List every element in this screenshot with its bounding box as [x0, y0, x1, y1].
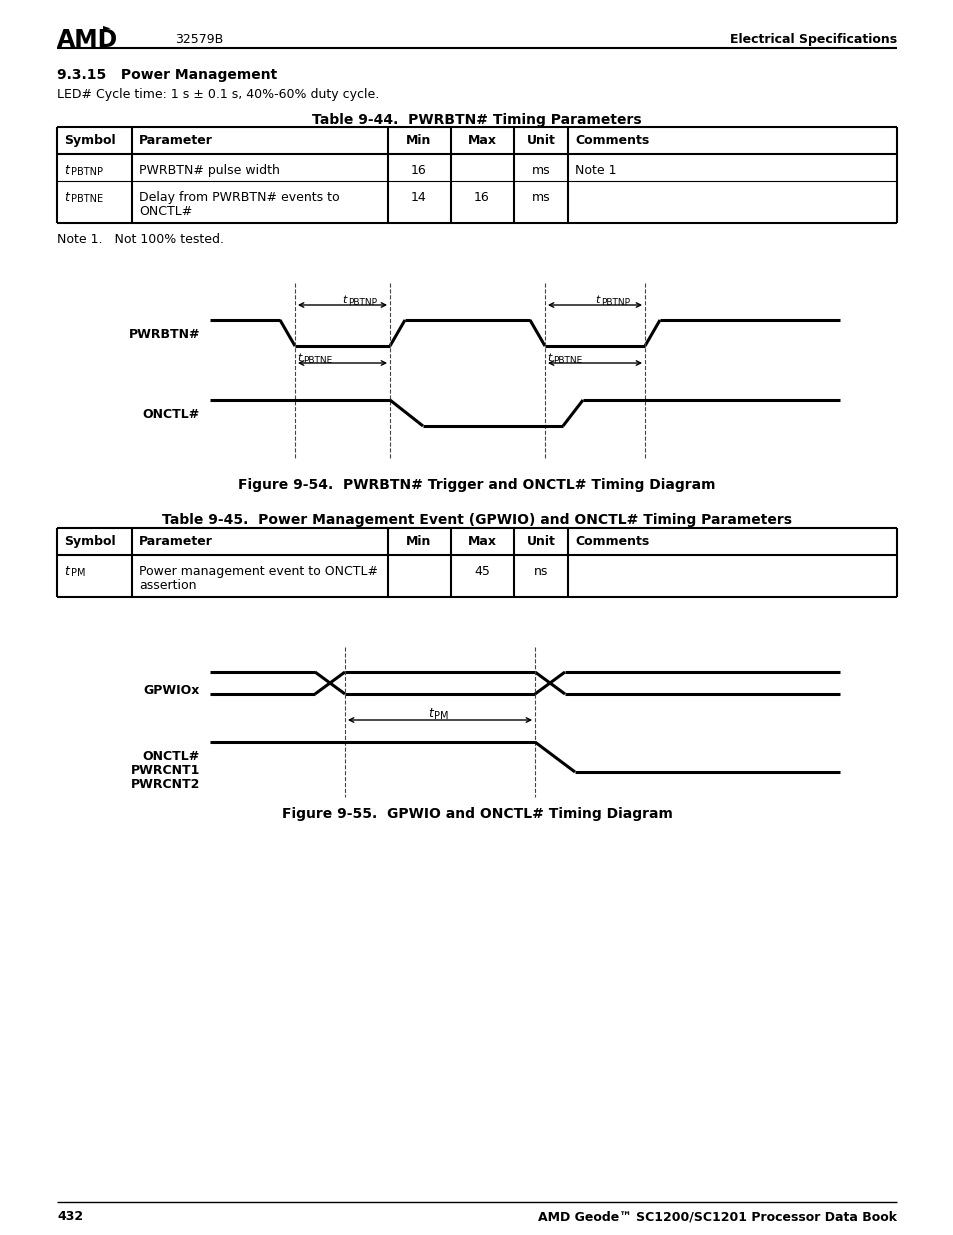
- Text: t: t: [64, 191, 69, 204]
- Text: 16: 16: [474, 191, 489, 204]
- Text: t: t: [64, 164, 69, 177]
- Text: t: t: [546, 353, 551, 363]
- Text: t: t: [428, 706, 433, 720]
- Text: Min: Min: [406, 535, 432, 548]
- Text: t: t: [341, 295, 346, 305]
- Text: LED# Cycle time: 1 s ± 0.1 s, 40%-60% duty cycle.: LED# Cycle time: 1 s ± 0.1 s, 40%-60% du…: [57, 88, 379, 101]
- Text: t: t: [296, 353, 301, 363]
- Text: t: t: [64, 564, 69, 578]
- Text: ms: ms: [531, 164, 550, 177]
- Text: Max: Max: [467, 535, 496, 548]
- Text: AMD: AMD: [57, 28, 118, 52]
- Text: PBTNE: PBTNE: [303, 356, 332, 366]
- Text: ONCTL#: ONCTL#: [143, 750, 200, 763]
- Text: Max: Max: [467, 135, 496, 147]
- Text: Figure 9-55.  GPWIO and ONCTL# Timing Diagram: Figure 9-55. GPWIO and ONCTL# Timing Dia…: [281, 806, 672, 821]
- Text: PM: PM: [434, 711, 448, 721]
- Text: PBTNP: PBTNP: [348, 298, 376, 308]
- Text: PWRBTN# pulse width: PWRBTN# pulse width: [139, 164, 279, 177]
- Text: assertion: assertion: [139, 579, 196, 592]
- Text: Unit: Unit: [526, 535, 555, 548]
- Text: Comments: Comments: [575, 535, 649, 548]
- Text: ms: ms: [531, 191, 550, 204]
- Text: Symbol: Symbol: [64, 135, 115, 147]
- Text: PWRBTN#: PWRBTN#: [129, 329, 200, 341]
- Text: 16: 16: [411, 164, 426, 177]
- Text: ONCTL#: ONCTL#: [139, 205, 193, 219]
- Text: PBTNP: PBTNP: [71, 167, 103, 177]
- Text: Unit: Unit: [526, 135, 555, 147]
- Text: Note 1: Note 1: [575, 164, 616, 177]
- Text: PWRCNT1: PWRCNT1: [131, 764, 200, 777]
- Text: 432: 432: [57, 1210, 83, 1223]
- Text: Parameter: Parameter: [139, 135, 213, 147]
- Text: AMD Geode™ SC1200/SC1201 Processor Data Book: AMD Geode™ SC1200/SC1201 Processor Data …: [537, 1210, 896, 1223]
- Text: Figure 9-54.  PWRBTN# Trigger and ONCTL# Timing Diagram: Figure 9-54. PWRBTN# Trigger and ONCTL# …: [238, 478, 715, 492]
- Text: PBTNP: PBTNP: [600, 298, 629, 308]
- Text: Electrical Specifications: Electrical Specifications: [729, 33, 896, 46]
- Text: PBTNE: PBTNE: [71, 194, 103, 204]
- Text: t: t: [595, 295, 598, 305]
- Text: 32579B: 32579B: [174, 33, 223, 46]
- Text: ns: ns: [534, 564, 548, 578]
- Text: Table 9-45.  Power Management Event (GPWIO) and ONCTL# Timing Parameters: Table 9-45. Power Management Event (GPWI…: [162, 513, 791, 527]
- Text: PWRCNT2: PWRCNT2: [131, 778, 200, 790]
- Text: 9.3.15   Power Management: 9.3.15 Power Management: [57, 68, 277, 82]
- Text: 14: 14: [411, 191, 426, 204]
- Text: PM: PM: [71, 568, 86, 578]
- Text: Comments: Comments: [575, 135, 649, 147]
- Text: Symbol: Symbol: [64, 535, 115, 548]
- Text: Table 9-44.  PWRBTN# Timing Parameters: Table 9-44. PWRBTN# Timing Parameters: [312, 112, 641, 127]
- Text: Delay from PWRBTN# events to: Delay from PWRBTN# events to: [139, 191, 339, 204]
- Text: PBTNE: PBTNE: [553, 356, 581, 366]
- Text: 45: 45: [474, 564, 490, 578]
- Text: Note 1.   Not 100% tested.: Note 1. Not 100% tested.: [57, 233, 224, 246]
- Text: GPWIOx: GPWIOx: [144, 684, 200, 697]
- Text: Power management event to ONCTL#: Power management event to ONCTL#: [139, 564, 377, 578]
- Text: ►: ►: [103, 22, 111, 32]
- Text: Parameter: Parameter: [139, 535, 213, 548]
- Text: Min: Min: [406, 135, 432, 147]
- Text: ONCTL#: ONCTL#: [143, 408, 200, 421]
